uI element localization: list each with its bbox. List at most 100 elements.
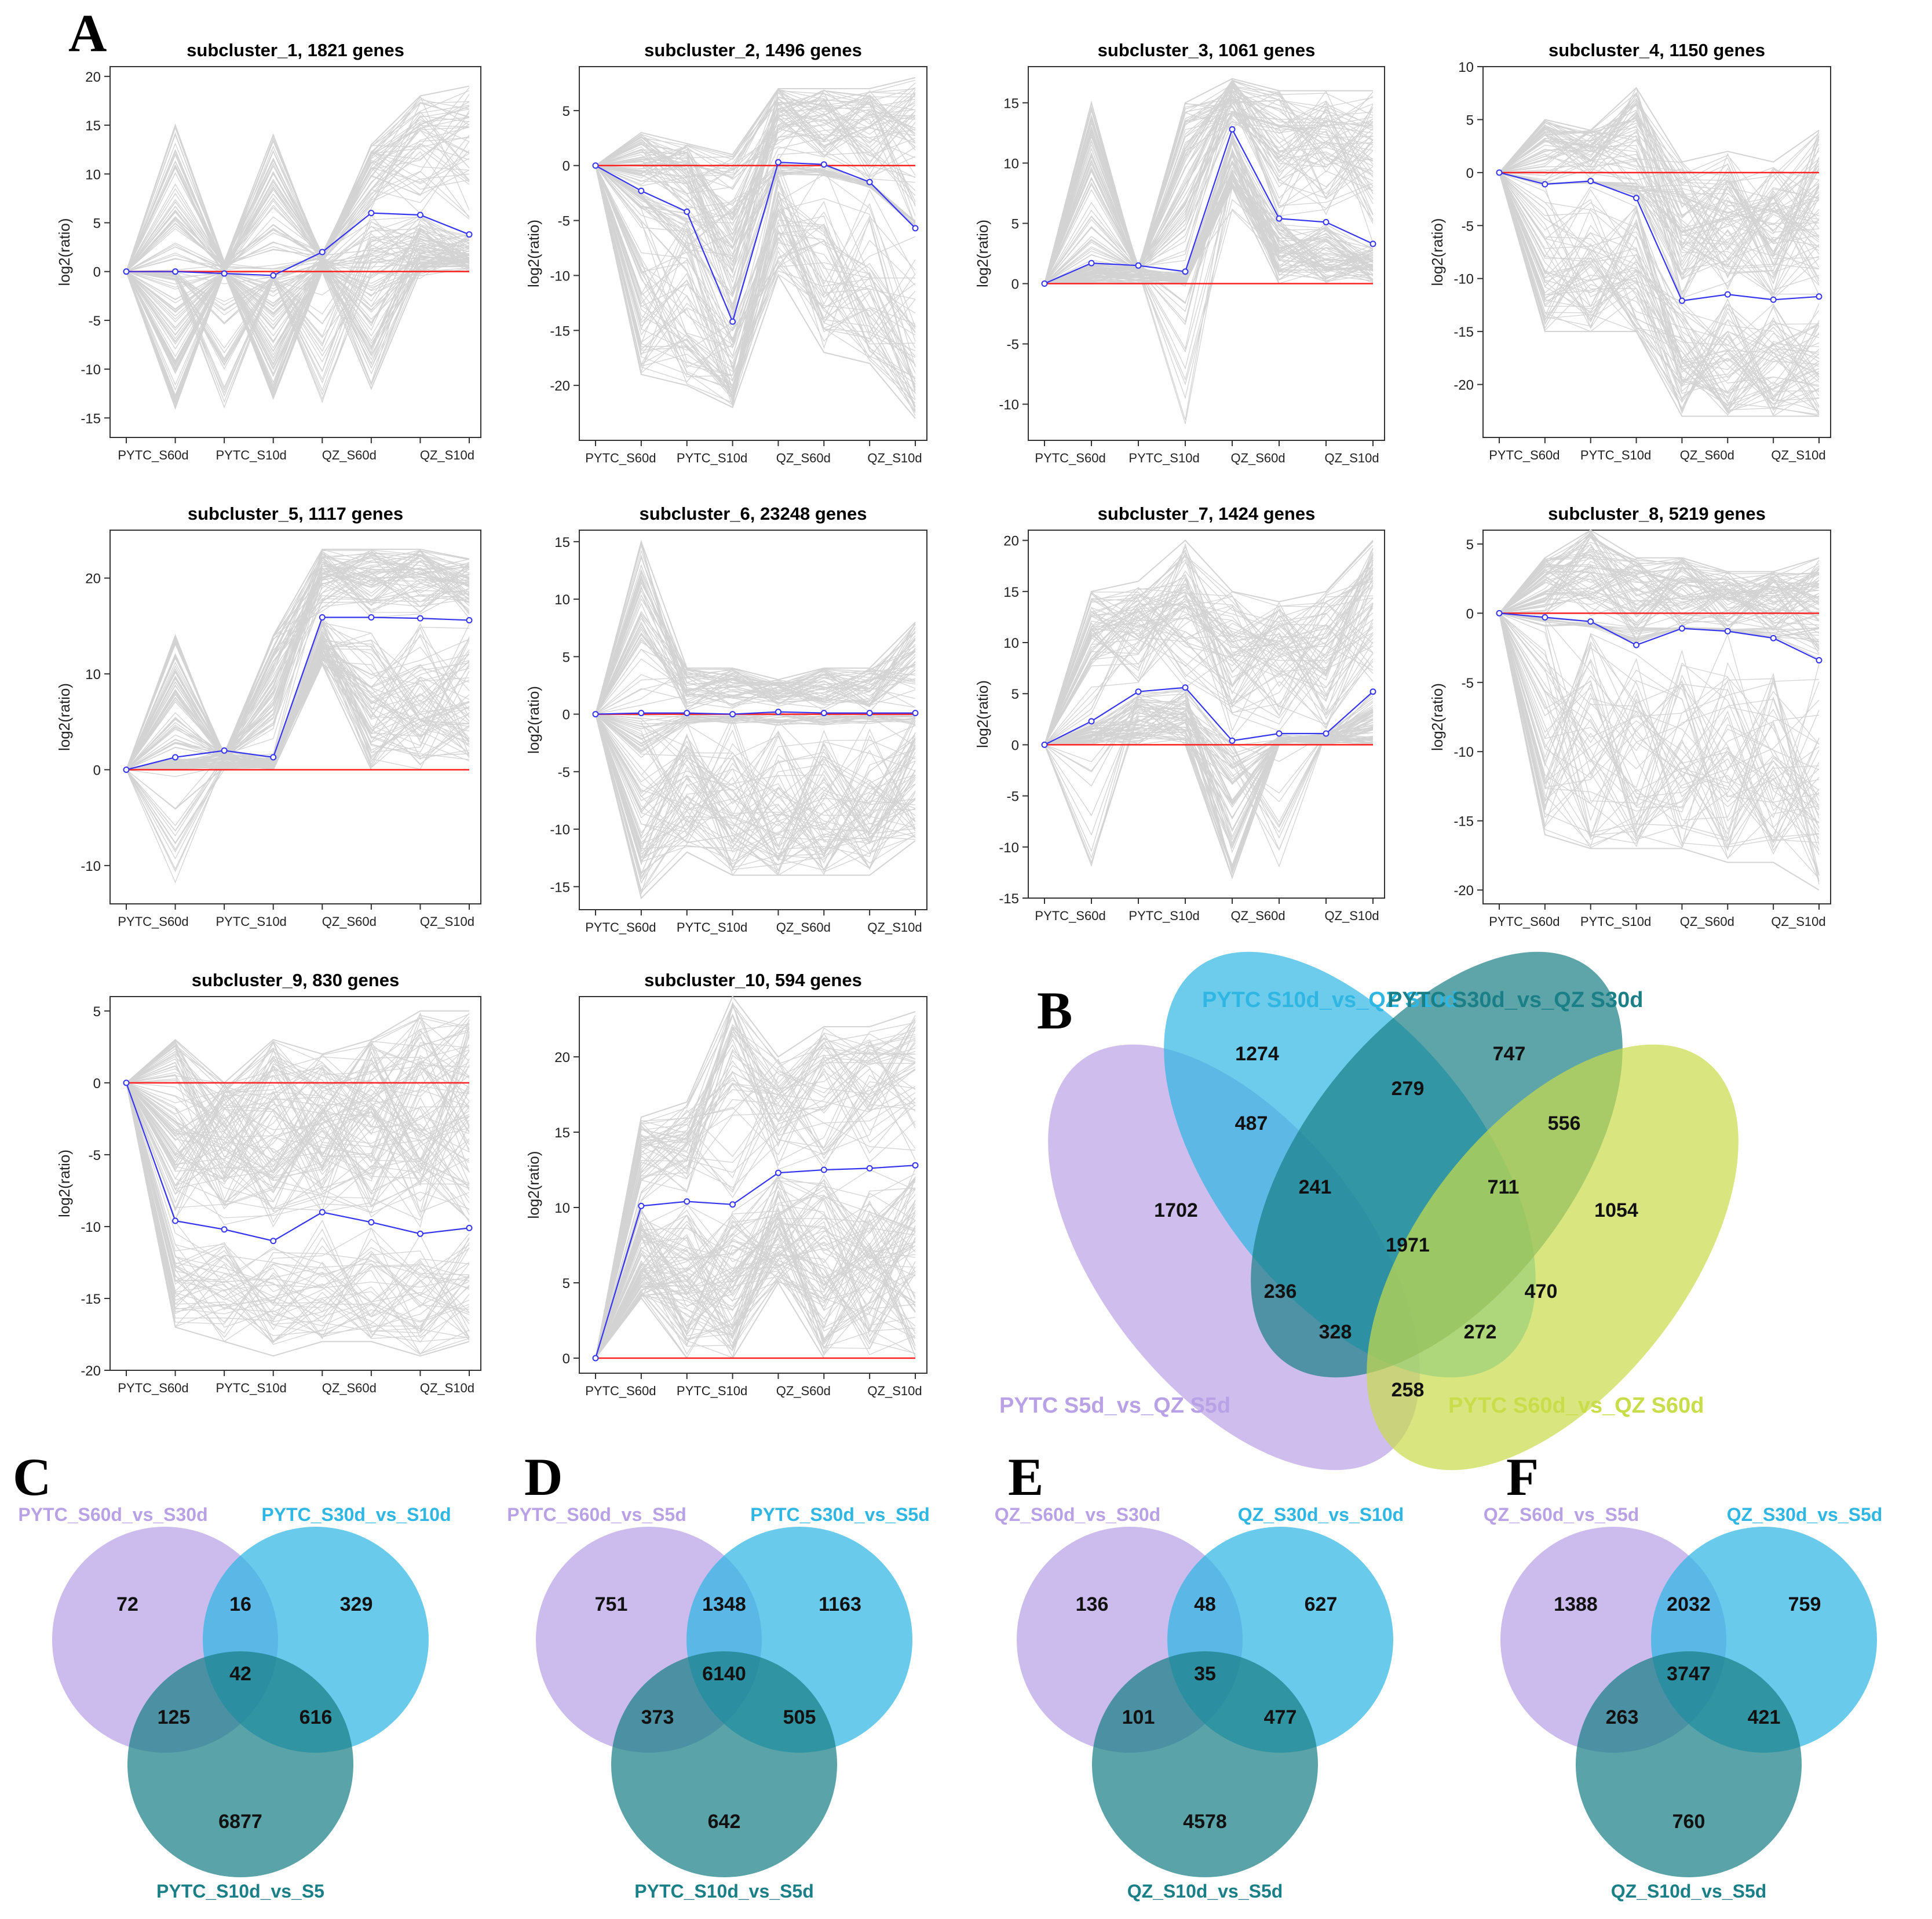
mean-profile-point xyxy=(638,187,645,194)
gene-line xyxy=(126,1082,470,1355)
gene-line xyxy=(1499,612,1820,816)
chart-title: subcluster_3, 1061 genes xyxy=(1098,40,1316,60)
gene-line xyxy=(1044,99,1374,284)
gene-line xyxy=(1499,155,1820,279)
gene-line xyxy=(126,266,470,386)
gene-line xyxy=(1499,172,1820,410)
gene-line xyxy=(595,129,916,221)
gene-line xyxy=(595,714,916,873)
mean-profile-point xyxy=(417,1230,423,1237)
x-tick-label: QZ_S60d xyxy=(1680,914,1734,929)
x-tick-label: QZ_S10d xyxy=(867,920,922,935)
gene-profile-lines xyxy=(1044,78,1374,424)
venn-diagram-d: PYTC_S60d_vs_S5d PYTC_S30d_vs_S5d PYTC_S10… xyxy=(507,1504,930,1902)
gene-line xyxy=(126,1082,470,1315)
gene-line xyxy=(1044,106,1374,284)
gene-line xyxy=(1499,612,1820,829)
mean-profile-point xyxy=(417,211,423,218)
gene-line xyxy=(1044,86,1374,284)
x-tick-label: PYTC_S60d xyxy=(585,451,656,465)
mean-profile-point xyxy=(1542,614,1548,621)
chart-title: subcluster_2, 1496 genes xyxy=(644,40,862,60)
gene-line xyxy=(126,1082,470,1309)
venn-region-count: 477 xyxy=(1264,1706,1297,1728)
x-tick-label: PYTC_S60d xyxy=(1035,451,1105,465)
venn-set-circle xyxy=(611,1651,837,1877)
gene-line xyxy=(1044,720,1374,847)
y-tick-label: 0 xyxy=(563,1351,570,1367)
gene-line xyxy=(126,1056,470,1164)
mean-profile-point xyxy=(1135,688,1142,695)
gene-line xyxy=(126,237,470,349)
gene-line xyxy=(595,165,916,380)
x-tick-label: QZ_S60d xyxy=(1680,448,1734,462)
y-tick-label: 10 xyxy=(85,167,101,183)
gene-line xyxy=(1044,100,1374,284)
mean-profile-point xyxy=(319,249,326,256)
gene-line xyxy=(126,1082,470,1195)
gene-line xyxy=(595,89,916,220)
gene-line xyxy=(595,104,916,309)
mean-profile-point xyxy=(1816,657,1823,664)
mean-profile-point xyxy=(1182,268,1189,275)
gene-line xyxy=(595,1041,916,1359)
gene-profile-lines xyxy=(1499,86,1820,417)
gene-line xyxy=(1044,568,1374,745)
mean-profile-point xyxy=(1816,293,1823,300)
y-tick-label: -10 xyxy=(550,822,570,838)
gene-line xyxy=(1044,180,1374,353)
gene-line xyxy=(595,165,916,298)
gene-line xyxy=(595,90,916,294)
gene-line xyxy=(595,1194,916,1359)
gene-line xyxy=(595,1039,916,1359)
venn-region-count: 470 xyxy=(1525,1280,1558,1303)
venn-region-count: 6877 xyxy=(218,1811,262,1833)
mean-profile-point xyxy=(172,754,179,761)
gene-line xyxy=(595,594,916,714)
gene-line xyxy=(126,1049,470,1221)
gene-line xyxy=(595,1181,916,1359)
gene-line xyxy=(595,92,916,232)
gene-line xyxy=(1499,613,1820,837)
gene-profile-lines xyxy=(126,1010,470,1357)
gene-line xyxy=(126,1082,470,1215)
gene-envelope-line xyxy=(595,714,916,900)
mean-profile-line xyxy=(126,616,470,771)
venn-set-circle xyxy=(127,1651,353,1877)
venn-set-s30d xyxy=(1251,951,1623,1378)
gene-line xyxy=(1044,704,1374,851)
gene-line xyxy=(1044,691,1374,794)
y-tick-label: -10 xyxy=(1453,745,1474,760)
gene-line xyxy=(1499,561,1820,614)
gene-line xyxy=(126,1082,470,1333)
gene-line xyxy=(126,663,470,831)
gene-line xyxy=(1499,562,1820,615)
venn-set-label: QZ_S10d_vs_S5d xyxy=(1611,1881,1767,1902)
gene-line xyxy=(1044,91,1374,284)
gene-line xyxy=(595,111,916,190)
gene-line xyxy=(595,1203,916,1359)
subcluster-chart-7: subcluster_7, 1424 genes -15 -10 -5 0 5 10 15 20… xyxy=(974,504,1385,923)
mean-profile-point xyxy=(638,710,645,717)
gene-line xyxy=(595,611,916,714)
gene-line xyxy=(595,713,916,724)
gene-line xyxy=(126,1046,470,1211)
gene-line xyxy=(595,714,916,864)
mean-profile-point xyxy=(270,754,277,761)
gene-line xyxy=(1044,89,1374,284)
gene-line xyxy=(1499,172,1820,407)
x-tick-label: PYTC_S10d xyxy=(677,920,747,935)
mean-profile-point xyxy=(1369,240,1376,247)
gene-line xyxy=(595,614,916,714)
gene-profile-lines xyxy=(1499,529,1820,891)
mean-profile-point xyxy=(1587,618,1594,625)
gene-line xyxy=(126,249,470,370)
gene-line xyxy=(1044,580,1374,745)
x-tick-label: QZ_S60d xyxy=(1230,451,1285,465)
mean-profile-point xyxy=(775,709,781,716)
y-tick-label: -15 xyxy=(81,411,101,426)
gene-line xyxy=(126,1082,470,1355)
gene-line xyxy=(126,1082,470,1221)
panel-label-c: C xyxy=(13,1447,51,1506)
